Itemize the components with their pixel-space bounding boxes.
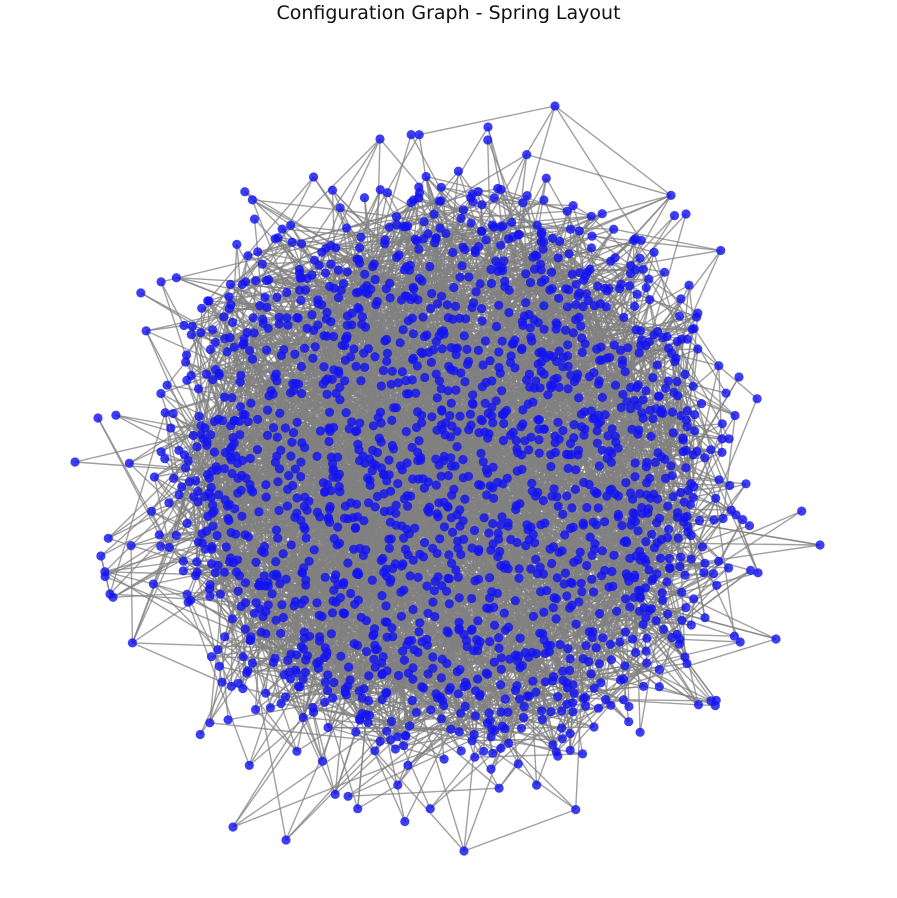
graph-edge [485,637,500,674]
graph-edge [434,239,487,244]
graph-edge [486,607,521,639]
graph-edge [530,526,592,675]
graph-edge [687,423,723,532]
graph-edge [667,347,731,486]
graph-edge [418,577,491,633]
graph-edge [330,138,381,246]
graph-edge [672,475,720,481]
graph-edge [209,722,381,743]
graph-edge [239,299,419,383]
graph-edge [293,222,513,607]
graph-edge [521,711,552,729]
graph-edge [216,348,522,471]
graph-edge [100,510,152,557]
graph-edge [461,210,568,219]
graph-edge [610,395,679,463]
graph-edge [329,370,393,413]
graph-edge [373,246,464,265]
graph-edge [690,503,715,521]
graph-title: Configuration Graph - Spring Layout [276,2,621,24]
graph-edge [569,607,626,633]
graph-edge [302,599,359,718]
graph-edge [502,270,736,417]
graph-edge [692,348,699,387]
graph-edge [439,227,678,518]
graph-edge [362,697,557,753]
graph-edge [580,357,608,415]
graph-edge [164,376,276,414]
